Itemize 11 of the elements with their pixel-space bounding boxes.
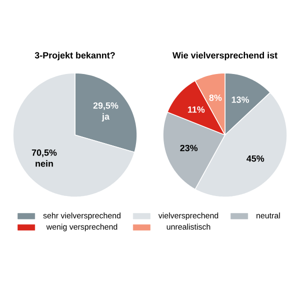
chart-title: 3-Projekt bekannt?: [34, 52, 115, 60]
data-label: 45%: [246, 155, 264, 162]
data-label: 8%: [209, 94, 222, 101]
data-label: 11%: [188, 106, 205, 113]
slice-label: ja: [102, 113, 110, 122]
chart-title: Wie vielversprechend ist: [172, 52, 278, 60]
data-label: 13%: [232, 96, 249, 103]
data-label: 23%: [180, 144, 198, 152]
data-label: 70,5%: [32, 149, 57, 158]
slice-label: nein: [36, 160, 53, 167]
data-label: 29,5%: [93, 102, 118, 110]
